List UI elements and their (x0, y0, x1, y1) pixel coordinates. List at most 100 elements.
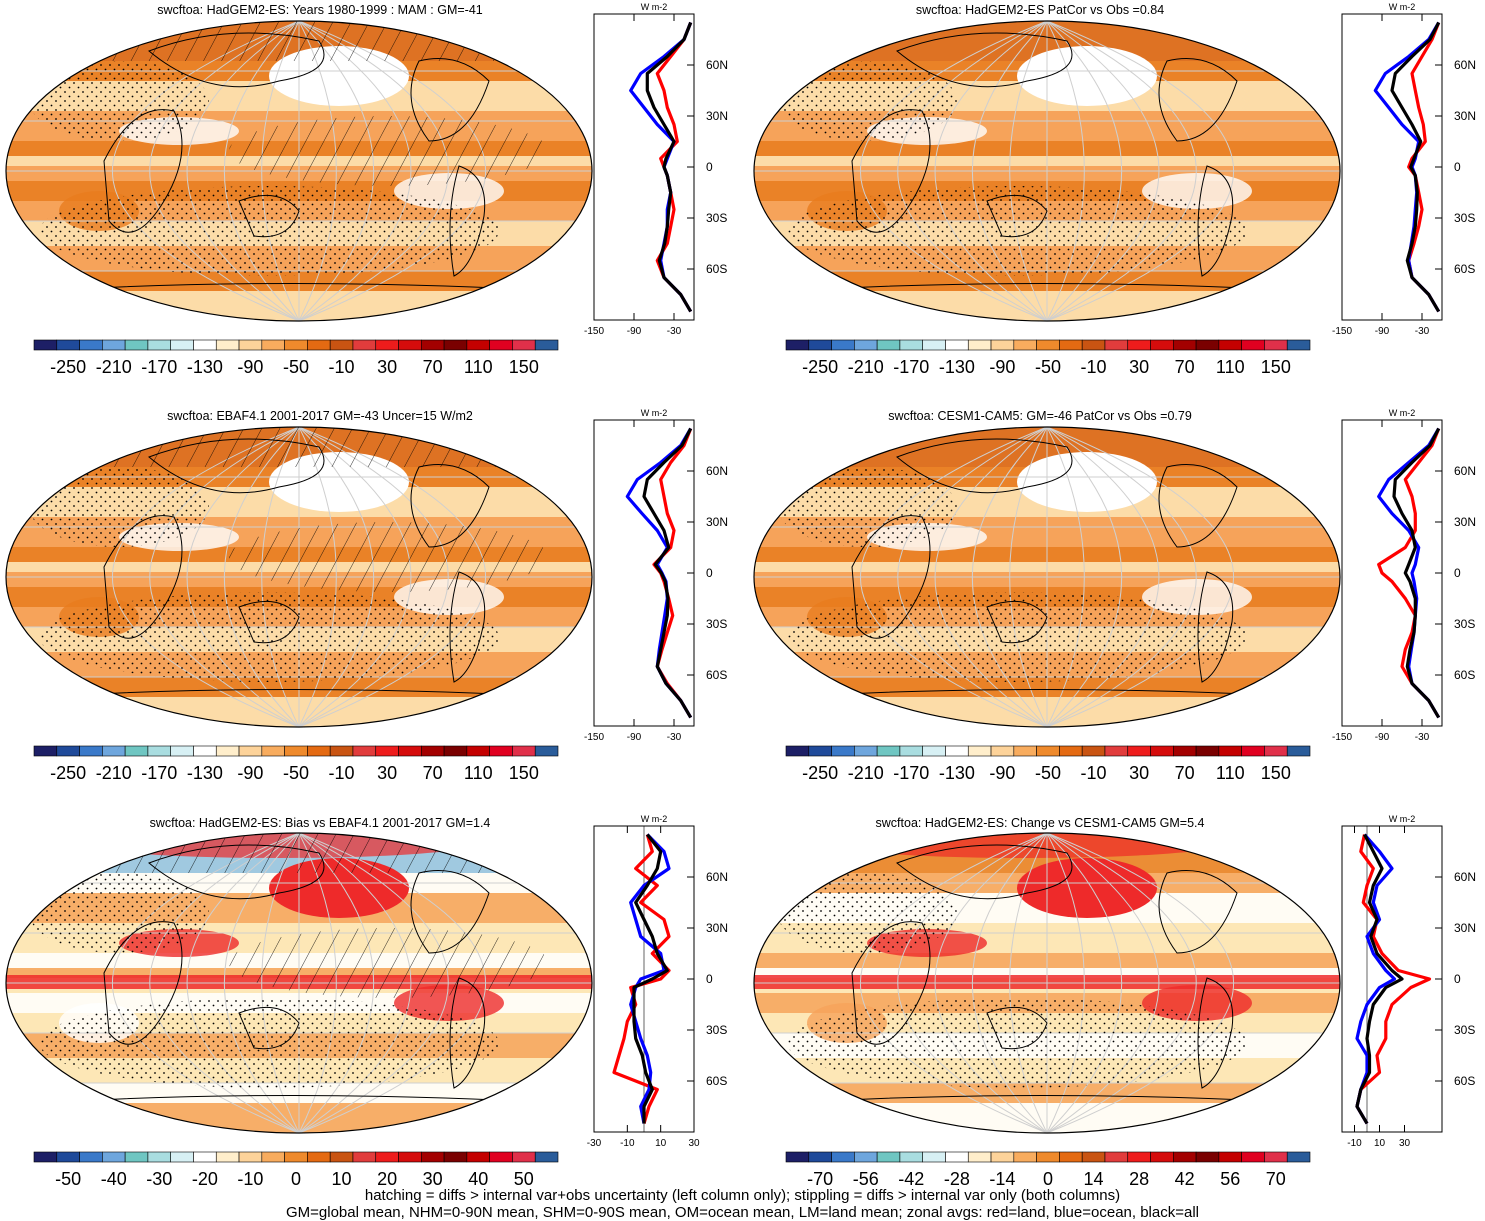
colorbar-label: 56 (1220, 1169, 1240, 1189)
colorbar-swatch (1104, 1151, 1129, 1163)
profile-units: W m-2 (1389, 2, 1416, 12)
colorbar-swatch (375, 339, 399, 351)
colorbar-swatch (215, 339, 240, 351)
colorbar-swatch (238, 339, 263, 351)
colorbar-label: -210 (96, 763, 132, 783)
colorbar-label: -250 (802, 357, 838, 377)
profile-ytick: 30N (1454, 515, 1476, 529)
profile-ytick: 60S (706, 262, 727, 276)
zonal-profile: W m-2 -150 -90 -30 60N 30N 0 30S 60S (1332, 2, 1476, 337)
colorbar-swatch (421, 1151, 445, 1163)
colorbar-label: 110 (1216, 357, 1245, 377)
colorbar-label: -130 (187, 357, 223, 377)
colorbar-label: 14 (1084, 1169, 1104, 1189)
colorbar-swatch (56, 745, 80, 757)
colorbar-swatch (876, 745, 901, 757)
panel-4: -250 -210 -170 -130 -90 -50 -10 30 70 110 150 W m-2… (753, 408, 1476, 783)
profile-xtick: -30 (1415, 732, 1430, 743)
colorbar-swatch (945, 339, 969, 351)
colorbar-swatch (307, 1151, 331, 1163)
colorbar-label: -90 (237, 763, 263, 783)
colorbar-swatch (1173, 745, 1197, 757)
colorbar-label: -50 (1035, 357, 1061, 377)
colorbar-swatch (215, 1151, 240, 1163)
panel-2: -250 -210 -170 -130 -90 -50 -10 30 70 110 150 W m-2… (753, 2, 1476, 377)
profile-ytick: 0 (706, 972, 713, 986)
zonal-profile: W m-2 -150 -90 -30 60N 30N 0 30S 60S (1332, 408, 1476, 743)
colorbar-swatch (1104, 339, 1129, 351)
colorbar-swatch (170, 745, 194, 757)
colorbar-swatch (33, 745, 58, 757)
colorbar-swatch (102, 339, 126, 351)
colorbar-swatch (1127, 745, 1151, 757)
colorbar-label: -170 (893, 763, 929, 783)
colorbar: -250 -210 -170 -130 -90 -50 -10 30 70 110 150 (33, 339, 559, 377)
colorbar-label: -40 (101, 1169, 127, 1189)
profile-line-land (1355, 834, 1432, 1125)
profile-ytick: 60S (1454, 1074, 1475, 1088)
colorbar-label: -28 (944, 1169, 970, 1189)
colorbar-swatch (831, 745, 855, 757)
colorbar-swatch (466, 1151, 490, 1163)
colorbar: -250 -210 -170 -130 -90 -50 -10 30 70 110 150 (785, 339, 1311, 377)
profile-xtick: 30 (1399, 1138, 1411, 1149)
colorbar-swatch (124, 1151, 149, 1163)
colorbar-swatch (831, 339, 855, 351)
zonal-profile: W m-2 -10 10 30 60N 30N 0 30S 60S (1341, 814, 1476, 1149)
colorbar-swatch (307, 339, 331, 351)
colorbar-swatch (329, 1151, 354, 1163)
profile-xtick: -30 (1415, 326, 1430, 337)
colorbar: -250 -210 -170 -130 -90 -50 -10 30 70 110 150 (785, 745, 1311, 783)
colorbar-swatch (352, 339, 377, 351)
colorbar-swatch (1218, 1151, 1242, 1163)
colorbar-label: -10 (329, 763, 355, 783)
colorbar-swatch (899, 1151, 923, 1163)
colorbar-swatch (808, 745, 832, 757)
colorbar-label: -50 (1035, 763, 1061, 783)
zonal-profile: W m-2 -150 -90 -30 60N 30N 0 30S 60S (584, 2, 728, 337)
colorbar-swatch (352, 745, 377, 757)
colorbar-label: -14 (989, 1169, 1015, 1189)
profile-line-land (612, 834, 671, 1124)
panel-title-6: swcftoa: HadGEM2-ES: Change vs CESM1-CAM… (875, 816, 1205, 830)
colorbar-label: 30 (377, 763, 397, 783)
profile-ytick: 0 (706, 566, 713, 580)
profile-ytick: 60N (1454, 58, 1476, 72)
colorbar-swatch (398, 1151, 422, 1163)
profile-ytick: 30S (1454, 617, 1475, 631)
colorbar-swatch (854, 745, 878, 757)
colorbar-swatch (398, 745, 422, 757)
profile-xtick: -90 (1375, 732, 1390, 743)
colorbar-swatch (785, 339, 810, 351)
colorbar-swatch (1127, 1151, 1151, 1163)
profile-line-all (632, 833, 669, 1124)
profile-ytick: 60N (1454, 464, 1476, 478)
colorbar-swatch (1150, 1151, 1174, 1163)
colorbar-swatch (1150, 745, 1174, 757)
colorbar-swatch (147, 745, 171, 757)
colorbar-label: -90 (989, 357, 1015, 377)
panel-title-2: swcftoa: HadGEM2-ES PatCor vs Obs =0.84 (915, 3, 1165, 17)
colorbar-swatch (489, 1151, 513, 1163)
colorbar-label: 70 (1175, 763, 1195, 783)
colorbar-label: 70 (423, 357, 443, 377)
colorbar-swatch (831, 1151, 855, 1163)
colorbar-label: 0 (291, 1169, 301, 1189)
profile-ytick: 60S (1454, 262, 1475, 276)
colorbar-label: -42 (898, 1169, 924, 1189)
profile-ytick: 60S (706, 668, 727, 682)
profile-xtick: -150 (1332, 326, 1352, 337)
colorbar-swatch (534, 1151, 559, 1163)
profile-xtick: -10 (620, 1138, 635, 1149)
panel-title-3: swcftoa: EBAF4.1 2001-2017 GM=-43 Uncer=… (167, 409, 473, 423)
profile-ytick: 0 (1454, 160, 1461, 174)
profile-xtick: -150 (584, 732, 604, 743)
profile-ytick: 30S (1454, 211, 1475, 225)
profile-ytick: 60S (706, 1074, 727, 1088)
colorbar-swatch (1241, 745, 1265, 757)
profile-xtick: 10 (1374, 1138, 1386, 1149)
colorbar-swatch (512, 339, 536, 351)
colorbar-swatch (1286, 1151, 1311, 1163)
colorbar-label: 150 (509, 763, 539, 783)
